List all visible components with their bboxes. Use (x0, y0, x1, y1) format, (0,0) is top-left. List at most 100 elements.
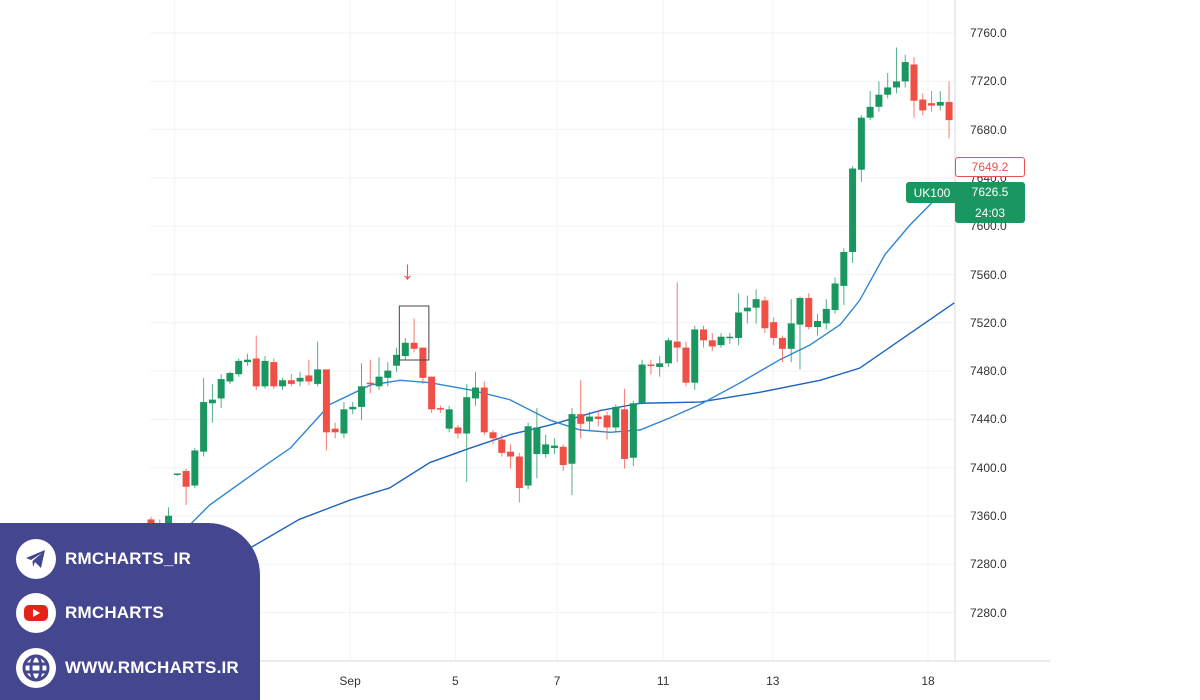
candle-bearish (910, 64, 918, 101)
candle-bearish (594, 416, 602, 419)
candle-bearish (410, 342, 418, 349)
youtube-link[interactable]: RMCHARTS (16, 593, 164, 633)
candle-bullish (296, 377, 304, 382)
candle-bullish (200, 402, 208, 452)
candle-bullish (612, 406, 620, 428)
candle-bullish (542, 444, 550, 455)
candle-bearish (182, 471, 190, 487)
candle-bearish (919, 99, 927, 111)
candle-bearish (673, 341, 681, 348)
candle-bearish (507, 451, 515, 457)
telegram-label: RMCHARTS_IR (65, 549, 191, 568)
candle-bullish (629, 403, 637, 458)
y-tick-label: 7560.0 (970, 267, 1007, 282)
candle-bullish (471, 387, 479, 399)
globe-icon (16, 648, 56, 688)
telegram-icon (16, 539, 56, 579)
candle-bearish (577, 414, 585, 424)
candle-bearish (928, 103, 936, 106)
candle-bearish (480, 387, 488, 433)
symbol-badge: UK100 (906, 182, 958, 203)
candle-bullish (340, 409, 348, 434)
candle-bullish (936, 101, 944, 106)
current-price: 7626.5 (971, 185, 1009, 200)
youtube-label: RMCHARTS (65, 603, 164, 622)
youtube-icon (16, 593, 56, 633)
y-tick-label: 7680.0 (970, 122, 1007, 137)
candle-bearish (700, 329, 708, 341)
candle-bullish (814, 320, 822, 328)
candle-bullish (375, 376, 383, 387)
website-label: WWW.RMCHARTS.IR (65, 658, 239, 677)
candle-bearish (252, 358, 260, 387)
candle-bullish (796, 297, 804, 325)
candle-bearish (805, 297, 813, 328)
candle-bearish (647, 364, 655, 367)
candle-bullish (857, 117, 865, 170)
candle-bullish (586, 416, 593, 422)
candle-bearish (515, 456, 523, 488)
y-tick-label: 7520.0 (970, 315, 1007, 330)
candle-bullish (884, 87, 892, 95)
candle-bearish (761, 300, 769, 329)
candle-bearish (366, 382, 374, 385)
candle-bullish (568, 414, 576, 464)
candle-bullish (393, 354, 401, 366)
candle-bearish (436, 408, 444, 410)
candle-bullish (822, 308, 830, 324)
moving-average-slow (150, 302, 955, 574)
candle-bullish (445, 409, 453, 429)
y-tick-label: 7280.0 (970, 605, 1007, 620)
candle-bearish (770, 322, 778, 338)
candle-bullish (235, 360, 243, 375)
candle-bearish (559, 446, 567, 465)
candle-bearish (489, 432, 497, 439)
candle-bearish (287, 380, 295, 384)
candle-bullish (208, 399, 216, 404)
candle-bullish (226, 373, 234, 382)
x-tick-label: 5 (451, 674, 459, 688)
candle-bullish (173, 473, 181, 475)
candle-bullish (664, 340, 672, 364)
x-tick-label: Sep (339, 674, 361, 688)
candle-bearish (778, 337, 786, 349)
candle-bullish (243, 359, 251, 363)
candle-bullish (866, 106, 874, 118)
website-link[interactable]: WWW.RMCHARTS.IR (16, 648, 239, 688)
candle-bearish (419, 347, 427, 378)
y-tick-label: 7760.0 (970, 26, 1007, 40)
candle-bullish (191, 450, 199, 486)
candle-bullish (533, 427, 541, 455)
candle-bullish (279, 380, 287, 387)
candle-bullish (840, 252, 848, 286)
candle-bullish (314, 369, 322, 384)
candle-bearish (454, 427, 462, 434)
x-tick-label: 13 (766, 674, 780, 688)
candle-bullish (735, 312, 743, 338)
candle-bullish (524, 426, 532, 486)
candle-bearish (603, 415, 611, 428)
candle-bullish (691, 329, 699, 383)
x-tick-label: 7 (553, 674, 561, 688)
candle-bearish (621, 409, 629, 459)
candle-bearish (428, 376, 436, 410)
candle-bullish (401, 342, 409, 357)
telegram-link[interactable]: RMCHARTS_IR (16, 539, 191, 579)
down-arrow-annotation: ↓ (401, 255, 414, 285)
candle-bullish (875, 94, 883, 107)
candle-bearish (305, 375, 313, 382)
bar-countdown: 24:03 (974, 205, 1006, 220)
candle-bearish (498, 439, 506, 453)
candle-bullish (656, 363, 664, 367)
y-tick-label: 7280.0 (970, 557, 1007, 572)
candle-bullish (217, 379, 225, 399)
candle-bullish (638, 364, 646, 404)
candle-bullish (357, 386, 365, 407)
y-tick-label: 7400.0 (970, 460, 1007, 475)
candle-bullish (726, 336, 734, 339)
marked-price-label: 7649.2 (955, 157, 1025, 177)
candle-bullish (349, 406, 357, 410)
candle-bearish (682, 347, 690, 383)
x-tick-label: 11 (656, 674, 670, 688)
candle-bearish (270, 362, 278, 387)
